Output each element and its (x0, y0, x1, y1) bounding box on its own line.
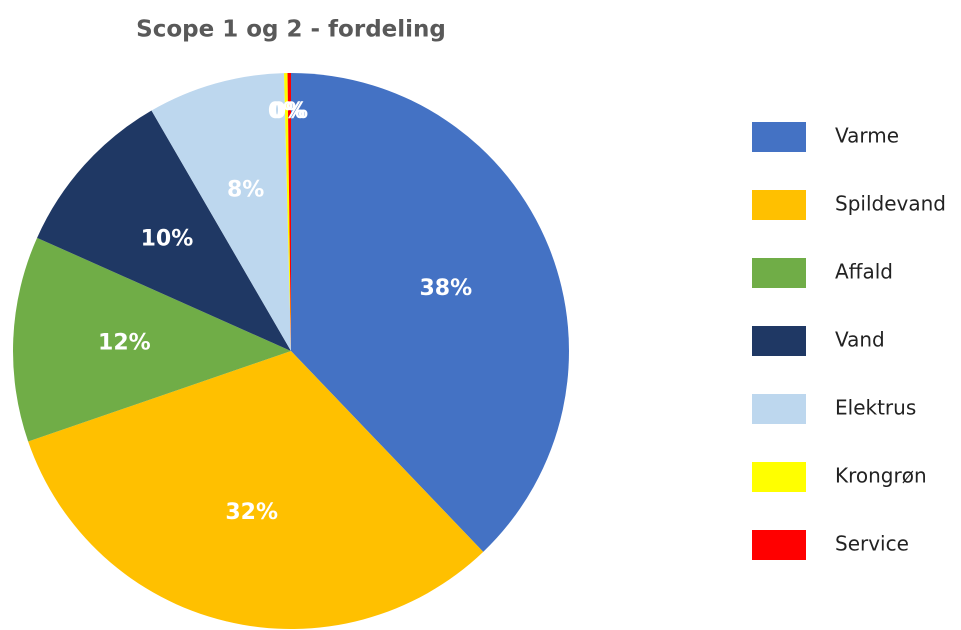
pie-slice (28, 351, 484, 629)
pie-slice (291, 73, 569, 552)
data-label: 10% (141, 226, 194, 251)
legend-label: Elektrus (835, 396, 916, 420)
legend-label: Spildevand (835, 192, 946, 216)
legend-swatch (752, 326, 806, 356)
legend-label: Affald (835, 260, 893, 284)
legend-swatch (752, 530, 806, 560)
legend-swatch (752, 122, 806, 152)
pie-slice (37, 110, 291, 351)
legend-swatch (752, 462, 806, 492)
data-label: 0% (268, 99, 305, 124)
legend-label: Vand (835, 328, 885, 352)
legend-swatch (752, 190, 806, 220)
legend-label: Krongrøn (835, 464, 927, 488)
data-label: 38% (419, 276, 472, 301)
legend-label: Service (835, 532, 909, 556)
chart-title: Scope 1 og 2 - fordeling (136, 17, 446, 43)
data-label: 12% (98, 331, 151, 356)
legend-swatch (752, 394, 806, 424)
data-label: 8% (227, 177, 264, 202)
legend-swatch (752, 258, 806, 288)
legend-label: Varme (835, 124, 899, 148)
pie-slice (151, 73, 291, 351)
data-label: 32% (225, 500, 278, 525)
pie-slice (287, 73, 291, 351)
pie-slice (12, 237, 291, 442)
data-label: 0% (271, 99, 308, 124)
pie-slice (284, 73, 291, 351)
